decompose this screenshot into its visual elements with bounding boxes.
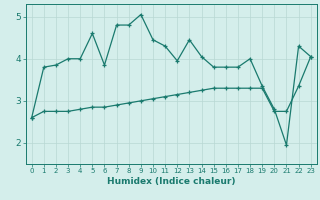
X-axis label: Humidex (Indice chaleur): Humidex (Indice chaleur): [107, 177, 236, 186]
